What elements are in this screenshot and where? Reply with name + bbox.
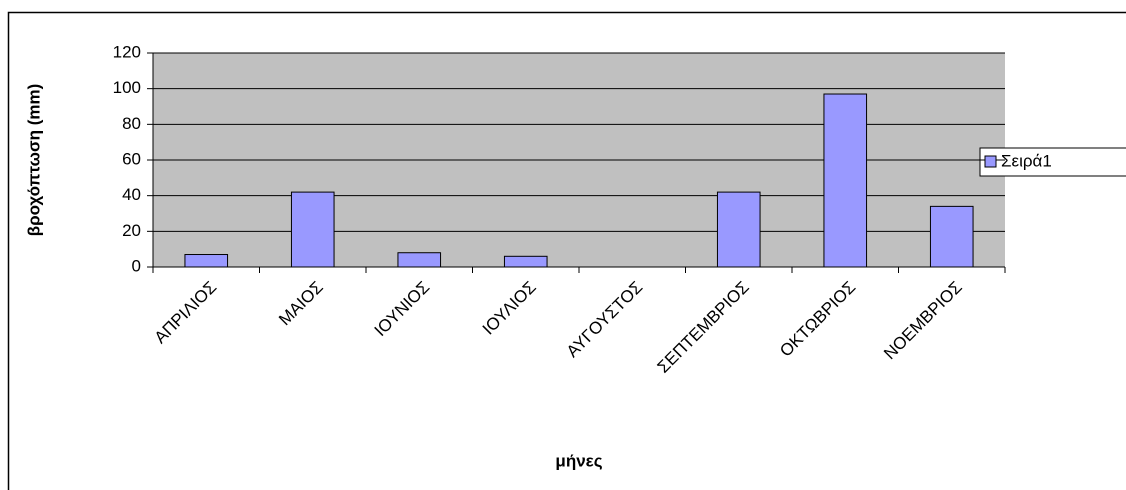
- bar: [716, 191, 761, 268]
- bar: [184, 254, 229, 268]
- y-tick-label: 40: [122, 185, 141, 204]
- bar: [823, 93, 868, 268]
- bar: [397, 252, 442, 268]
- x-axis-label: μήνες: [555, 451, 602, 470]
- y-tick-label: 20: [122, 221, 141, 240]
- y-tick-label: 60: [122, 149, 141, 168]
- y-tick-label: 100: [113, 78, 141, 97]
- legend-box: [979, 147, 1126, 177]
- y-axis-label: βροχόπτωση (mm): [24, 84, 43, 237]
- bar: [929, 205, 974, 268]
- y-tick-label: 80: [122, 114, 141, 133]
- y-tick-label: 0: [132, 256, 141, 275]
- legend-swatch: [984, 155, 997, 168]
- bar: [290, 191, 335, 268]
- y-tick-label: 120: [113, 42, 141, 61]
- legend-label: Σειρά1: [1001, 151, 1052, 170]
- bar: [503, 255, 548, 268]
